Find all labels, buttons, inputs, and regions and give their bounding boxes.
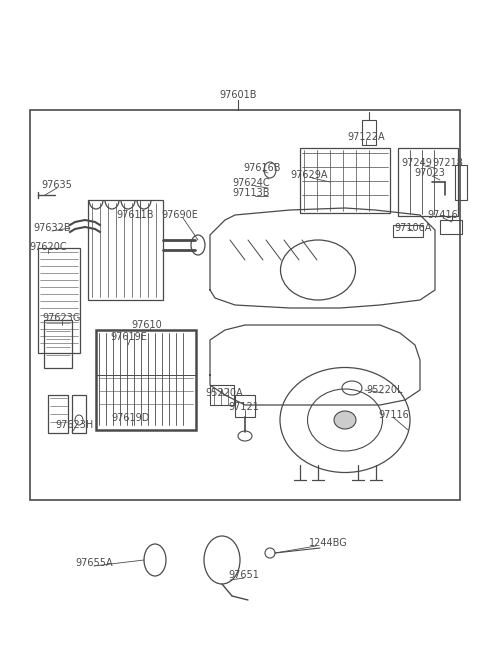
Ellipse shape <box>334 411 356 429</box>
Bar <box>30 110 460 500</box>
Bar <box>393 225 423 237</box>
Text: 97218: 97218 <box>432 158 463 168</box>
Bar <box>300 148 390 213</box>
Text: 97616B: 97616B <box>243 163 281 173</box>
Bar <box>38 248 80 353</box>
Text: 97619D: 97619D <box>112 413 150 423</box>
Bar <box>96 330 196 430</box>
Text: 97651: 97651 <box>228 570 259 580</box>
Text: 97116: 97116 <box>379 410 409 420</box>
Text: 97249: 97249 <box>402 158 432 168</box>
Bar <box>88 200 163 300</box>
Text: 97106A: 97106A <box>394 223 432 233</box>
Text: 97611B: 97611B <box>116 210 154 220</box>
Bar <box>72 395 86 433</box>
Text: 97655A: 97655A <box>75 558 113 568</box>
Text: 1244BG: 1244BG <box>309 538 348 548</box>
Text: 97635: 97635 <box>42 180 72 190</box>
Text: 97610: 97610 <box>132 320 162 330</box>
Text: 97623H: 97623H <box>56 420 94 430</box>
Text: 95220L: 95220L <box>367 385 403 395</box>
Text: 97624C: 97624C <box>232 178 270 188</box>
Text: 97690E: 97690E <box>162 210 198 220</box>
Bar <box>44 320 72 368</box>
Bar <box>235 395 255 417</box>
Bar <box>362 120 376 145</box>
Bar <box>440 220 462 234</box>
Text: 97632B: 97632B <box>33 223 71 233</box>
Text: 97601B: 97601B <box>219 90 257 100</box>
Text: 97619E: 97619E <box>110 332 147 342</box>
Text: 97113B: 97113B <box>232 188 270 198</box>
Bar <box>210 385 234 405</box>
Text: 97623G: 97623G <box>43 313 81 323</box>
Text: 97122A: 97122A <box>347 132 385 142</box>
Bar <box>398 148 458 216</box>
Text: 97121: 97121 <box>228 402 259 412</box>
Bar <box>455 165 467 200</box>
Text: 97023: 97023 <box>415 168 445 178</box>
Text: 95220A: 95220A <box>205 388 243 398</box>
Text: 97416: 97416 <box>428 210 458 220</box>
Bar <box>48 395 68 433</box>
Text: 97629A: 97629A <box>290 170 328 180</box>
Text: 97620C: 97620C <box>29 242 67 252</box>
